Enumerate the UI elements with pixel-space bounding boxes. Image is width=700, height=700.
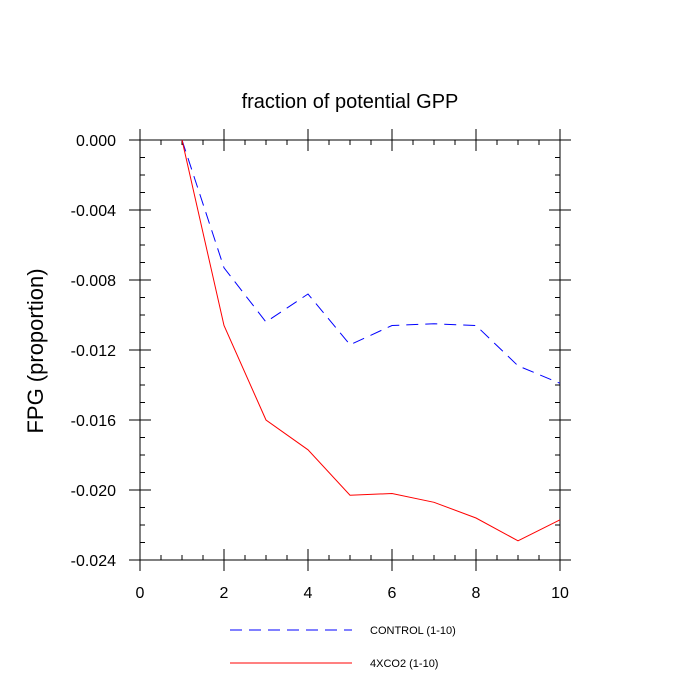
series-line-control	[181, 139, 561, 384]
chart-title: fraction of potential GPP	[242, 91, 459, 113]
y-tick-label: -0.004	[71, 203, 116, 220]
legend-label-4xco2: 4XCO2 (1-10)	[370, 658, 438, 670]
y-tick-label: -0.008	[71, 273, 116, 290]
legend-label-control: CONTROL (1-10)	[370, 625, 456, 637]
y-tick-label: -0.012	[71, 343, 116, 360]
x-tick-label: 2	[220, 585, 229, 602]
x-tick-label: 10	[551, 585, 569, 602]
axes-group: 0 2 4 6 8 10 0.000 -0.004 -0.008 -0.012 -0.016 -0.0…	[71, 129, 571, 602]
legend: CONTROL (1-10) 4XCO2 (1-10)	[230, 625, 456, 670]
y-tick-label: 0.000	[76, 133, 116, 150]
y-axis-label: FPG (proportion)	[23, 268, 48, 433]
y-tick-label: -0.024	[71, 553, 116, 570]
y-tick-label: -0.016	[71, 413, 116, 430]
x-tick-label: 8	[472, 585, 481, 602]
y-tick-label: -0.020	[71, 483, 116, 500]
series-group	[181, 139, 561, 542]
series-line-4xco2	[181, 139, 561, 542]
x-tick-label: 6	[388, 585, 397, 602]
x-tick-label: 4	[304, 585, 313, 602]
x-tick-label: 0	[136, 585, 145, 602]
